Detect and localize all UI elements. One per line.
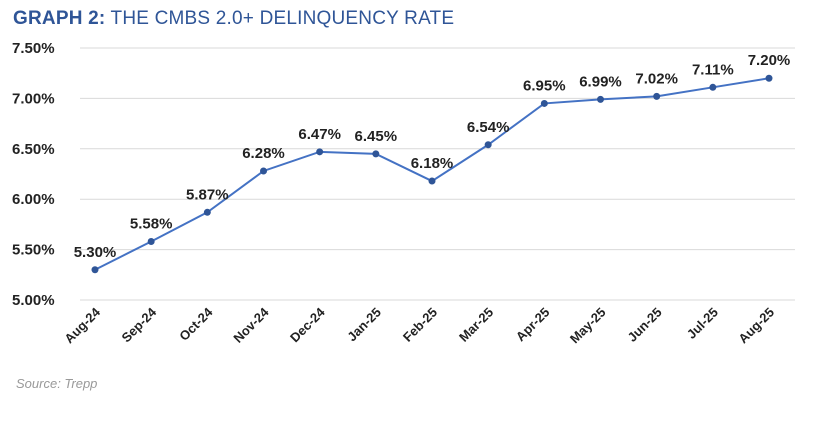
x-tick-label: Aug-24: [61, 304, 103, 346]
y-tick-label: 6.50%: [12, 141, 55, 158]
series-line: [94, 77, 770, 271]
data-label: 5.87%: [186, 186, 229, 203]
x-tick-label: May-25: [567, 305, 609, 347]
data-point: [428, 177, 436, 185]
data-point: [709, 83, 717, 91]
y-tick-label: 7.00%: [12, 90, 55, 107]
data-label: 6.95%: [523, 77, 566, 94]
data-label: 6.99%: [579, 73, 622, 90]
x-tick-label: Apr-25: [513, 305, 553, 345]
data-label: 7.11%: [692, 61, 734, 78]
y-tick-label: 6.00%: [12, 191, 55, 208]
y-tick-label: 7.50%: [12, 40, 55, 57]
data-point: [203, 208, 211, 216]
data-label: 6.28%: [242, 145, 285, 162]
data-label: 5.58%: [130, 216, 173, 233]
chart-title-prefix: GRAPH 2:: [13, 8, 106, 29]
data-point: [653, 92, 661, 100]
data-label: 6.18%: [411, 155, 454, 172]
data-label: 6.54%: [467, 119, 510, 136]
data-label: 6.47%: [298, 126, 341, 143]
data-point: [316, 148, 324, 156]
x-tick-label: Oct-24: [176, 304, 216, 344]
x-tick-label: Nov-24: [230, 304, 272, 346]
y-tick-label: 5.00%: [12, 292, 55, 309]
x-tick-label: Jan-25: [344, 305, 384, 345]
data-label: 6.45%: [355, 128, 398, 145]
data-point: [147, 238, 155, 246]
data-point: [540, 99, 548, 107]
x-tick-label: Aug-25: [735, 305, 777, 347]
y-tick-label: 5.50%: [12, 242, 55, 259]
chart-title: GRAPH 2: THE CMBS 2.0+ DELINQUENCY RATE: [13, 8, 454, 30]
source-note: Source: Trepp: [16, 376, 98, 391]
x-tick-label: Feb-25: [400, 305, 440, 345]
chart-title-rest: THE CMBS 2.0+ DELINQUENCY RATE: [105, 8, 455, 29]
x-tick-label: Jul-25: [684, 305, 721, 342]
data-point: [372, 150, 380, 158]
x-tick-label: Sep-24: [119, 304, 160, 345]
data-point: [260, 167, 267, 175]
data-label: 5.30%: [74, 244, 117, 261]
data-point: [597, 95, 604, 103]
x-tick-label: Jun-25: [625, 305, 665, 345]
x-tick-label: Dec-24: [287, 304, 328, 345]
data-point: [765, 74, 773, 82]
data-label: 7.20%: [748, 52, 791, 69]
data-point: [91, 266, 99, 274]
data-point: [484, 141, 492, 149]
data-label: 7.02%: [635, 70, 678, 87]
x-tick-label: Mar-25: [456, 305, 496, 345]
